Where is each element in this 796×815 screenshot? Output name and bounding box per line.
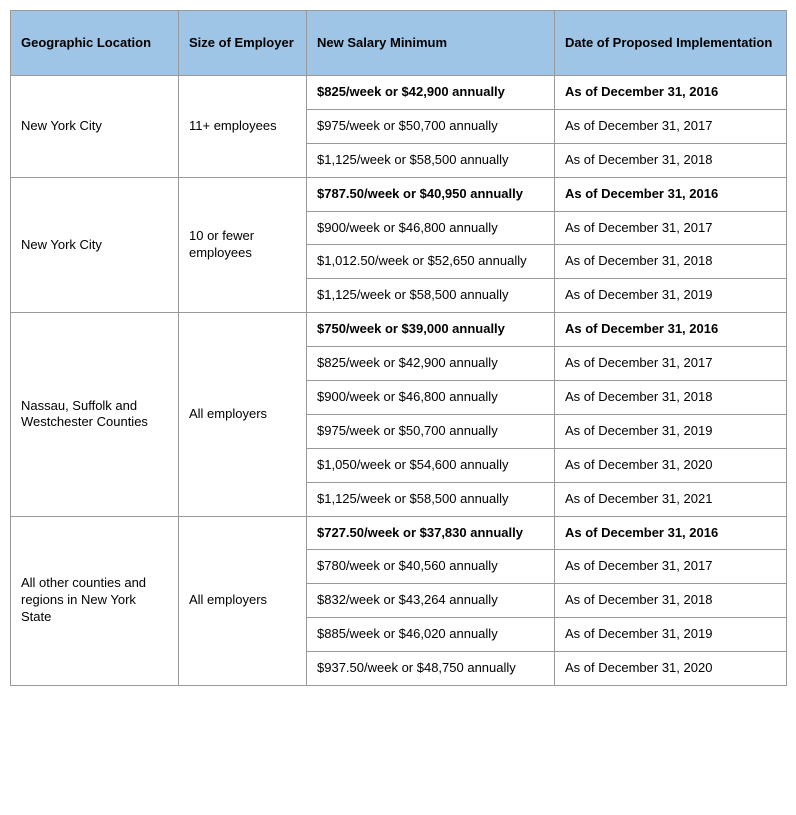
table-row: New York City 11+ employees $825/week or… xyxy=(11,76,787,110)
cell-date: As of December 31, 2017 xyxy=(555,550,787,584)
cell-location: New York City xyxy=(11,76,179,178)
col-header-location: Geographic Location xyxy=(11,11,179,76)
cell-salary: $1,125/week or $58,500 annually xyxy=(307,143,555,177)
cell-date: As of December 31, 2017 xyxy=(555,347,787,381)
cell-date: As of December 31, 2016 xyxy=(555,177,787,211)
cell-location: Nassau, Suffolk and Westchester Counties xyxy=(11,313,179,516)
table-header-row: Geographic Location Size of Employer New… xyxy=(11,11,787,76)
cell-salary: $1,125/week or $58,500 annually xyxy=(307,279,555,313)
cell-salary: $885/week or $46,020 annually xyxy=(307,618,555,652)
cell-salary: $975/week or $50,700 annually xyxy=(307,109,555,143)
cell-salary: $825/week or $42,900 annually xyxy=(307,347,555,381)
cell-date: As of December 31, 2016 xyxy=(555,516,787,550)
cell-size: 10 or fewer employees xyxy=(179,177,307,313)
cell-location: New York City xyxy=(11,177,179,313)
cell-salary: $727.50/week or $37,830 annually xyxy=(307,516,555,550)
cell-size: 11+ employees xyxy=(179,76,307,178)
cell-salary: $1,050/week or $54,600 annually xyxy=(307,448,555,482)
table-row: New York City 10 or fewer employees $787… xyxy=(11,177,787,211)
cell-salary: $787.50/week or $40,950 annually xyxy=(307,177,555,211)
cell-salary: $1,012.50/week or $52,650 annually xyxy=(307,245,555,279)
cell-salary: $900/week or $46,800 annually xyxy=(307,381,555,415)
cell-salary: $825/week or $42,900 annually xyxy=(307,76,555,110)
cell-size: All employers xyxy=(179,313,307,516)
cell-date: As of December 31, 2018 xyxy=(555,245,787,279)
cell-date: As of December 31, 2021 xyxy=(555,482,787,516)
table-body: New York City 11+ employees $825/week or… xyxy=(11,76,787,686)
col-header-salary: New Salary Minimum xyxy=(307,11,555,76)
cell-date: As of December 31, 2019 xyxy=(555,279,787,313)
cell-salary: $832/week or $43,264 annually xyxy=(307,584,555,618)
cell-date: As of December 31, 2020 xyxy=(555,448,787,482)
table-row: All other counties and regions in New Yo… xyxy=(11,516,787,550)
col-header-date: Date of Proposed Implementation xyxy=(555,11,787,76)
cell-date: As of December 31, 2018 xyxy=(555,584,787,618)
cell-location: All other counties and regions in New Yo… xyxy=(11,516,179,685)
cell-salary: $900/week or $46,800 annually xyxy=(307,211,555,245)
cell-salary: $780/week or $40,560 annually xyxy=(307,550,555,584)
cell-salary: $750/week or $39,000 annually xyxy=(307,313,555,347)
cell-date: As of December 31, 2016 xyxy=(555,76,787,110)
cell-date: As of December 31, 2019 xyxy=(555,618,787,652)
cell-date: As of December 31, 2018 xyxy=(555,381,787,415)
cell-salary: $975/week or $50,700 annually xyxy=(307,414,555,448)
cell-date: As of December 31, 2016 xyxy=(555,313,787,347)
cell-date: As of December 31, 2019 xyxy=(555,414,787,448)
table-row: Nassau, Suffolk and Westchester Counties… xyxy=(11,313,787,347)
cell-salary: $937.50/week or $48,750 annually xyxy=(307,652,555,686)
cell-salary: $1,125/week or $58,500 annually xyxy=(307,482,555,516)
cell-date: As of December 31, 2018 xyxy=(555,143,787,177)
col-header-size: Size of Employer xyxy=(179,11,307,76)
cell-date: As of December 31, 2017 xyxy=(555,211,787,245)
salary-minimum-table: Geographic Location Size of Employer New… xyxy=(10,10,787,686)
cell-size: All employers xyxy=(179,516,307,685)
cell-date: As of December 31, 2020 xyxy=(555,652,787,686)
cell-date: As of December 31, 2017 xyxy=(555,109,787,143)
